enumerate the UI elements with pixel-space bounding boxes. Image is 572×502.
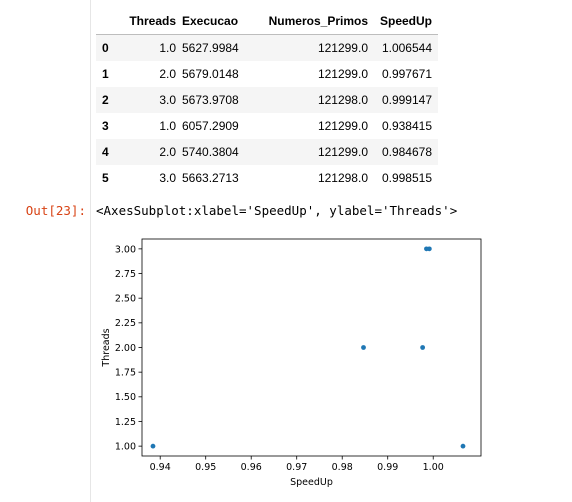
y-tick-label: 1.75	[115, 368, 136, 379]
x-tick-label: 0.98	[332, 462, 353, 473]
dataframe-table: Threads Execucao Numeros_Primos SpeedUp …	[96, 8, 438, 191]
y-tick-label: 1.50	[115, 392, 136, 403]
cell-execucao: 5663.2713	[182, 171, 239, 185]
output-repr-text: <AxesSubplot:xlabel='SpeedUp', ylabel='T…	[96, 203, 458, 218]
axes-frame	[141, 238, 482, 457]
x-tick-label: 0.96	[241, 462, 262, 473]
cell-speedup: 1.006544	[381, 41, 432, 55]
cell-execucao: 5740.3804	[182, 145, 239, 159]
row-index: 0	[102, 41, 109, 55]
table-row: 5 3.0 5663.2713 121298.0 0.998515	[96, 165, 438, 191]
cell-numeros-primos: 121299.0	[317, 145, 368, 159]
row-index: 4	[102, 145, 109, 159]
table-row: 1 2.0 5679.0148 121299.0 0.997671	[96, 61, 438, 87]
cell-threads: 3.0	[159, 93, 176, 107]
cell-execucao: 5627.9984	[182, 41, 239, 55]
cell-numeros-primos: 121298.0	[317, 171, 368, 185]
table-row: 4 2.0 5740.3804 121299.0 0.984678	[96, 139, 438, 165]
y-tick-label: 3.00	[115, 244, 136, 255]
cell-speedup: 0.984678	[381, 145, 432, 159]
row-index: 2	[102, 93, 109, 107]
x-tick-label: 0.99	[377, 462, 398, 473]
x-axis-label: SpeedUp	[290, 477, 333, 488]
cell-speedup: 0.997671	[381, 67, 432, 81]
cell-execucao: 6057.2909	[182, 119, 239, 133]
row-index: 5	[102, 171, 109, 185]
y-tick-label: 2.25	[115, 318, 136, 329]
y-axis-label: Threads	[101, 328, 112, 367]
cell-threads: 1.0	[159, 119, 176, 133]
scatter-point	[424, 246, 429, 252]
x-tick-label: 0.95	[195, 462, 216, 473]
cell-speedup: 0.999147	[381, 93, 432, 107]
y-tick-label: 1.00	[115, 442, 136, 453]
y-tick-label: 2.75	[115, 269, 136, 280]
x-tick-label: 0.94	[150, 462, 171, 473]
output-prompt: Out[23]:	[25, 203, 86, 218]
cell-speedup: 0.938415	[381, 119, 432, 133]
row-index: 3	[102, 119, 109, 133]
scatter-point	[420, 345, 426, 350]
cell-gutter-divider	[90, 0, 91, 502]
cell-threads: 2.0	[159, 145, 176, 159]
cell-numeros-primos: 121299.0	[317, 119, 368, 133]
cell-numeros-primos: 121298.0	[317, 93, 368, 107]
y-tick-label: 1.25	[115, 417, 136, 428]
row-index: 1	[102, 67, 109, 81]
scatter-point	[361, 345, 366, 350]
cell-threads: 2.0	[159, 67, 176, 81]
cell-execucao: 5673.9708	[182, 93, 239, 107]
scatter-points	[150, 246, 466, 449]
cell-numeros-primos: 121299.0	[317, 41, 368, 55]
column-header-execucao: Execucao	[176, 8, 260, 35]
scatter-plot: 0.94 0.95 0.96 0.97 0.98 0.99 1.00 1.00 1.25 1.50…	[101, 238, 482, 488]
column-header-index	[96, 8, 124, 35]
cell-numeros-primos: 121299.0	[317, 67, 368, 81]
x-tick-label: 1.00	[423, 462, 444, 473]
column-header-numeros-primos: Numeros_Primos	[260, 8, 368, 35]
cell-threads: 1.0	[159, 41, 176, 55]
scatter-point	[150, 443, 156, 449]
table-header-row: Threads Execucao Numeros_Primos SpeedUp	[96, 8, 438, 35]
table-row: 0 1.0 5627.9984 121299.0 1.006544	[96, 34, 438, 61]
cell-threads: 3.0	[159, 171, 176, 185]
cell-execucao: 5679.0148	[182, 67, 239, 81]
column-header-speedup: SpeedUp	[368, 8, 438, 35]
column-header-threads: Threads	[124, 8, 176, 35]
y-tick-label: 2.00	[115, 343, 136, 354]
y-tick-label: 2.50	[115, 294, 136, 305]
axis-ticks: 0.94 0.95 0.96 0.97 0.98 0.99 1.00 1.00 1.25 1.50…	[115, 244, 444, 473]
table-row: 2 3.0 5673.9708 121298.0 0.999147	[96, 87, 438, 113]
x-tick-label: 0.97	[286, 462, 307, 473]
scatter-point	[460, 443, 466, 449]
cell-speedup: 0.998515	[381, 171, 432, 185]
table-row: 3 1.0 6057.2909 121299.0 0.938415	[96, 113, 438, 139]
